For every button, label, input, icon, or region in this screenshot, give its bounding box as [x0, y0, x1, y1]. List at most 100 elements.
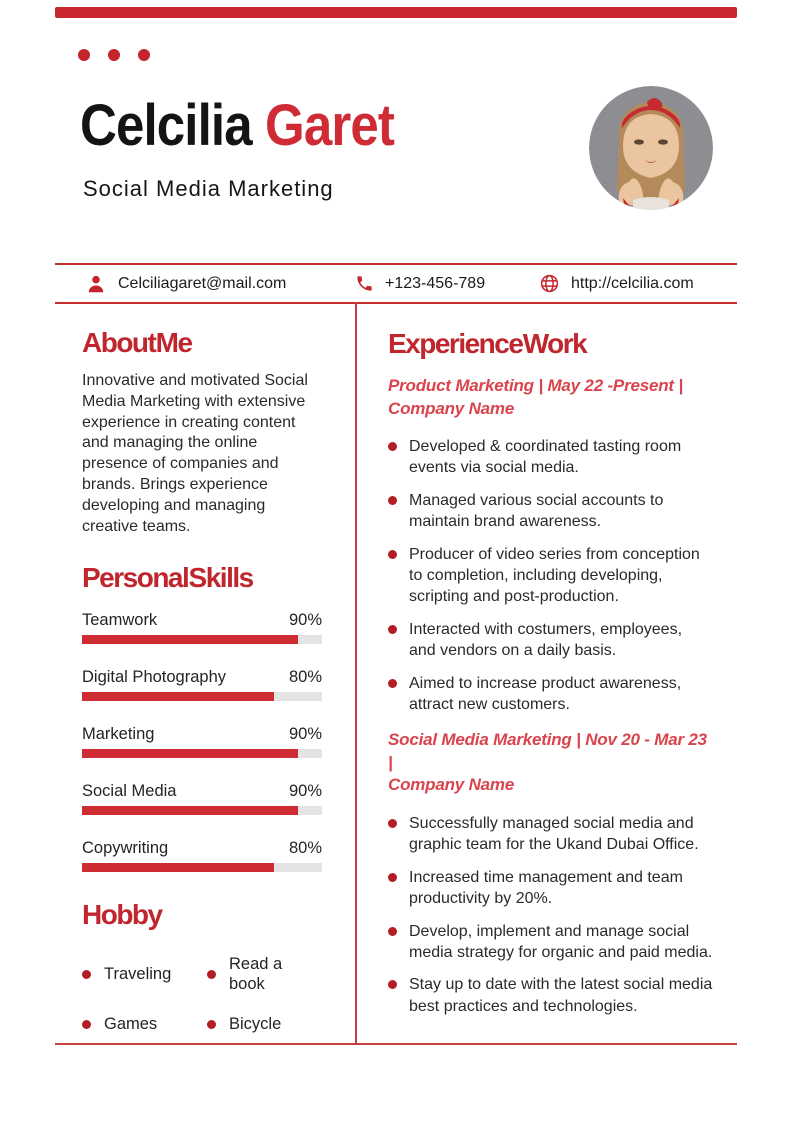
- about-heading: About Me: [82, 327, 193, 358]
- bullet-icon: [388, 549, 397, 559]
- skill-bar-track: [82, 692, 322, 702]
- job-bullet: Managed various social accounts to maint…: [388, 490, 713, 532]
- job-bullet: Aimed to increase product awareness, att…: [388, 673, 713, 715]
- hobby-heading: Hobby: [82, 899, 163, 931]
- hobby-label: Bicycle: [229, 1015, 282, 1034]
- job-title-dates: Product Marketing | May 22 -Present | Co…: [388, 376, 683, 418]
- skill-bar-track: [82, 806, 322, 816]
- person-name: Celcilia Garet: [80, 93, 395, 158]
- contact-strip: Celciliagaret@mail.com +123-456-789 http…: [55, 263, 737, 304]
- main-content: About Me Innovative and motivated Social…: [55, 302, 737, 1045]
- decorative-dots: [78, 49, 150, 61]
- bullet-icon: [388, 872, 397, 882]
- job-bullet: Producer of video series from conception…: [388, 544, 713, 608]
- skill-bar-track: [82, 863, 322, 873]
- job-bullet: Stay up to date with the latest social m…: [388, 974, 713, 1016]
- skill-bar-fill: [82, 635, 298, 645]
- skill-percent: 90%: [288, 611, 322, 630]
- skill-bar-track: [82, 749, 322, 759]
- bullet-icon: [388, 818, 397, 828]
- bullet-icon: [82, 969, 91, 979]
- bullet-icon: [388, 442, 397, 451]
- job-title-dates: Social Media Marketing | Nov 20 - Mar 23…: [388, 730, 707, 795]
- contact-email: Celciliagaret@mail.com: [85, 265, 286, 302]
- contact-website: http://celcilia.com: [539, 265, 694, 302]
- profile-photo-illustration: [589, 86, 713, 210]
- decorative-dot: [78, 49, 90, 61]
- skill-percent: 80%: [288, 668, 322, 687]
- bullet-text: Increased time management and team produ…: [409, 868, 683, 907]
- bullet-text: Successfully managed social media and gr…: [409, 814, 699, 853]
- email-value: Celciliagaret@mail.com: [118, 274, 287, 292]
- skill-bar-fill: [82, 749, 298, 759]
- hobby-item: Bicycle: [207, 1014, 322, 1034]
- profile-photo: [589, 86, 713, 210]
- job-bullet: Interacted with costumers, employees, an…: [388, 619, 713, 661]
- bullet-icon: [388, 678, 397, 688]
- skills-heading: Personal Skills: [82, 562, 254, 594]
- top-accent-bar: [55, 7, 737, 18]
- skill-bar-track: [82, 635, 322, 645]
- first-name: Celcilia: [80, 93, 253, 158]
- skill-row: Copywriting 80%: [82, 838, 322, 873]
- right-column: Experience Work Product Marketing | May …: [388, 302, 713, 1028]
- phone-value: +123-456-789: [385, 274, 486, 292]
- bullet-text: Producer of video series from conception…: [409, 545, 700, 606]
- skill-row: Digital Photography 80%: [82, 667, 322, 702]
- bullet-text: Developed & coordinated tasting room eve…: [409, 438, 682, 477]
- hobby-label: Read a book: [229, 955, 283, 994]
- hobby-label: Traveling: [104, 965, 172, 984]
- bullet-icon: [388, 495, 397, 505]
- last-name: Garet: [265, 93, 395, 158]
- hobby-item: Traveling: [82, 954, 207, 994]
- decorative-dot: [108, 49, 120, 61]
- skill-label: Digital Photography: [82, 668, 227, 687]
- job-bullet: Developed & coordinated tasting room eve…: [388, 436, 713, 478]
- bullet-icon: [388, 980, 397, 990]
- skill-percent: 90%: [288, 782, 322, 801]
- bullet-text: Managed various social accounts to maint…: [409, 491, 664, 531]
- column-divider: [355, 302, 357, 1043]
- skill-percent: 90%: [288, 725, 322, 744]
- bullet-text: Interacted with costumers, employees, an…: [409, 620, 683, 660]
- job-bullet: Increased time management and team produ…: [388, 867, 713, 909]
- hobby-item: Read a book: [207, 954, 322, 994]
- left-column: About Me Innovative and motivated Social…: [82, 302, 322, 1034]
- phone-icon: [355, 274, 374, 293]
- website-value: http://celcilia.com: [571, 274, 694, 292]
- bullet-text: Aimed to increase product awareness, att…: [409, 674, 682, 714]
- skill-row: Teamwork 90%: [82, 610, 322, 645]
- bullet-icon: [82, 1019, 91, 1029]
- job-bullet: Develop, implement and manage social med…: [388, 921, 713, 963]
- contact-phone: +123-456-789: [355, 265, 485, 302]
- skill-bar-fill: [82, 806, 298, 816]
- skill-bar-fill: [82, 863, 274, 873]
- skill-row: Marketing 90%: [82, 724, 322, 759]
- hobby-list: Traveling Read a book Games Bicycle: [82, 954, 322, 1034]
- job-bullet-list: Developed & coordinated tasting room eve…: [388, 436, 713, 715]
- bullet-icon: [388, 624, 397, 634]
- bullet-text: Stay up to date with the latest social m…: [409, 976, 713, 1015]
- hobby-label: Games: [104, 1015, 158, 1034]
- job-bullet-list: Successfully managed social media and gr…: [388, 813, 713, 1017]
- skill-bar-fill: [82, 692, 274, 702]
- job-bullet: Successfully managed social media and gr…: [388, 813, 713, 855]
- person-icon: [85, 273, 107, 295]
- bullet-text: Develop, implement and manage social med…: [409, 922, 713, 961]
- decorative-dot: [138, 49, 150, 61]
- skill-row: Social Media 90%: [82, 781, 322, 816]
- skill-percent: 80%: [288, 839, 322, 858]
- bullet-icon: [207, 969, 216, 979]
- about-text: Innovative and motivated Social Media Ma…: [82, 372, 308, 535]
- hobby-item: Games: [82, 1014, 207, 1034]
- experience-heading: Experience Work: [388, 328, 588, 359]
- skill-label: Copywriting: [82, 839, 169, 858]
- globe-icon: [539, 273, 560, 294]
- job-title: Social Media Marketing: [83, 176, 334, 201]
- skill-label: Social Media: [82, 782, 177, 801]
- skill-label: Marketing: [82, 725, 155, 744]
- bullet-icon: [207, 1019, 216, 1029]
- skill-label: Teamwork: [82, 611, 158, 630]
- bullet-icon: [388, 926, 397, 936]
